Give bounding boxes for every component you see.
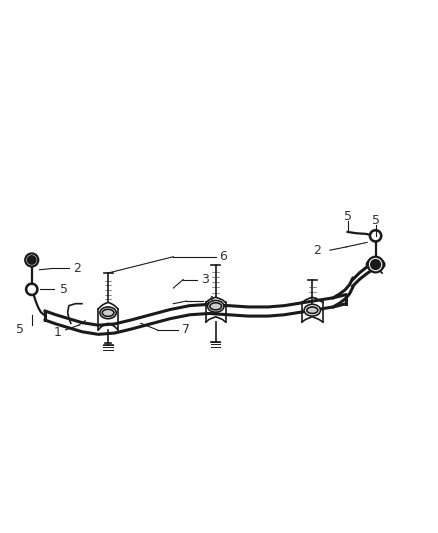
Circle shape bbox=[28, 256, 35, 264]
Text: 5: 5 bbox=[60, 283, 68, 296]
Text: 5: 5 bbox=[371, 214, 380, 228]
Text: 6: 6 bbox=[219, 250, 227, 263]
Ellipse shape bbox=[100, 307, 116, 319]
Circle shape bbox=[28, 286, 35, 293]
Ellipse shape bbox=[102, 309, 114, 317]
Circle shape bbox=[370, 230, 381, 241]
Circle shape bbox=[372, 232, 379, 239]
Circle shape bbox=[25, 254, 38, 266]
Text: 7: 7 bbox=[182, 324, 190, 336]
Text: 3: 3 bbox=[201, 273, 209, 286]
Text: 5: 5 bbox=[16, 324, 24, 336]
Ellipse shape bbox=[208, 301, 224, 312]
Ellipse shape bbox=[367, 259, 385, 270]
Ellipse shape bbox=[304, 304, 321, 316]
Circle shape bbox=[26, 284, 38, 295]
Text: 1: 1 bbox=[54, 326, 62, 339]
Text: 2: 2 bbox=[314, 244, 321, 257]
Text: 5: 5 bbox=[343, 210, 352, 223]
Circle shape bbox=[368, 257, 383, 272]
Ellipse shape bbox=[210, 303, 222, 310]
Text: 2: 2 bbox=[74, 262, 81, 275]
Text: 4: 4 bbox=[206, 295, 214, 308]
Circle shape bbox=[371, 260, 380, 269]
Ellipse shape bbox=[307, 307, 318, 313]
